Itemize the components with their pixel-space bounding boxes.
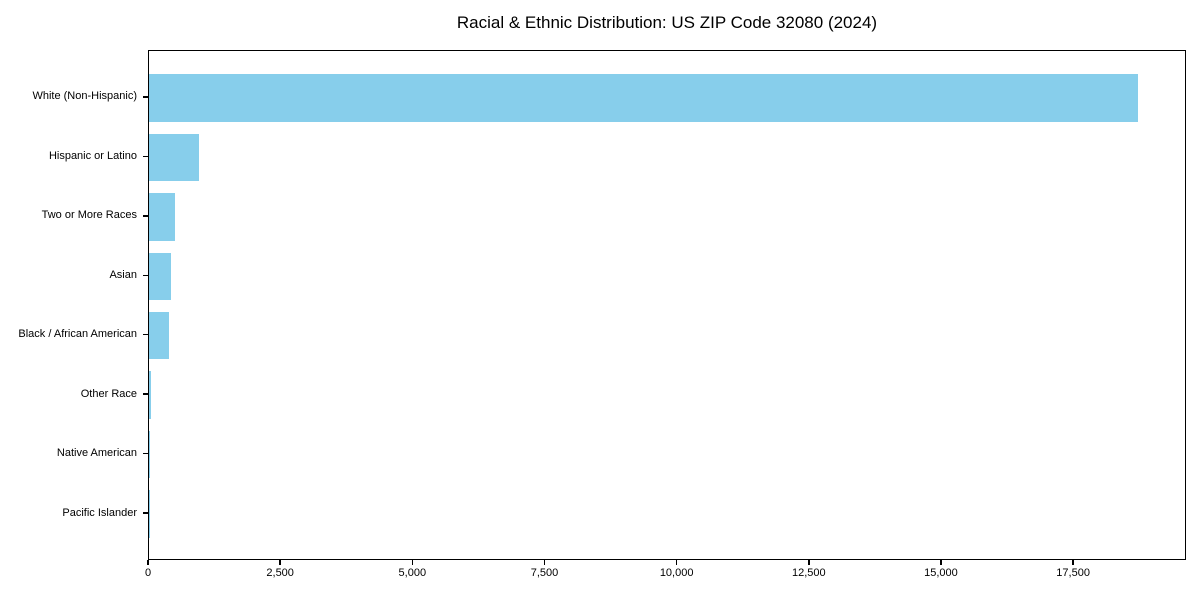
y-tick-label: Asian — [109, 268, 137, 281]
x-tick-label: 2,500 — [266, 567, 294, 579]
y-tick-mark — [143, 274, 148, 277]
y-tick-label: Pacific Islander — [62, 506, 137, 519]
x-tick-label: 5,000 — [398, 567, 427, 579]
bar-hispanic-or-latino — [149, 133, 199, 182]
x-tick-mark — [543, 560, 546, 565]
chart-title: Racial & Ethnic Distribution: US ZIP Cod… — [456, 13, 878, 32]
plot-area — [148, 50, 1186, 560]
bar-other-race — [149, 371, 151, 419]
y-tick-label: Native American — [56, 447, 137, 460]
x-tick-label: 17,500 — [1056, 567, 1090, 579]
x-tick-label: 15,000 — [924, 567, 958, 579]
bar-black-african-american — [149, 311, 170, 360]
y-tick-label: Two or More Races — [41, 209, 137, 222]
x-tick-label: 10,000 — [659, 567, 694, 579]
x-tick-mark — [279, 560, 281, 565]
x-tick-label: 0 — [144, 567, 152, 579]
y-tick-mark — [143, 333, 148, 336]
y-tick-mark — [143, 452, 148, 455]
x-tick-mark — [147, 560, 149, 565]
x-tick-mark — [808, 560, 810, 565]
y-tick-label: Other Race — [80, 387, 137, 400]
y-tick-mark — [143, 393, 148, 395]
x-tick-mark — [1072, 560, 1074, 565]
y-tick-mark — [143, 215, 148, 217]
x-tick-label: 12,500 — [791, 567, 826, 579]
x-tick-mark — [411, 560, 414, 565]
x-tick-mark — [675, 560, 678, 565]
bar-asian — [149, 252, 171, 301]
x-tick-label: 7,500 — [530, 567, 559, 579]
bar-two-or-more-races — [149, 193, 176, 241]
y-tick-mark — [143, 155, 148, 158]
y-tick-mark — [143, 512, 148, 514]
bar-white-non-hispanic — [149, 74, 1138, 122]
x-tick-mark — [940, 560, 942, 565]
y-tick-label: Black / African American — [18, 328, 137, 341]
y-tick-mark — [143, 96, 148, 98]
y-tick-label: Hispanic or Latino — [48, 149, 137, 162]
y-tick-label: White (Non-Hispanic) — [32, 90, 137, 103]
